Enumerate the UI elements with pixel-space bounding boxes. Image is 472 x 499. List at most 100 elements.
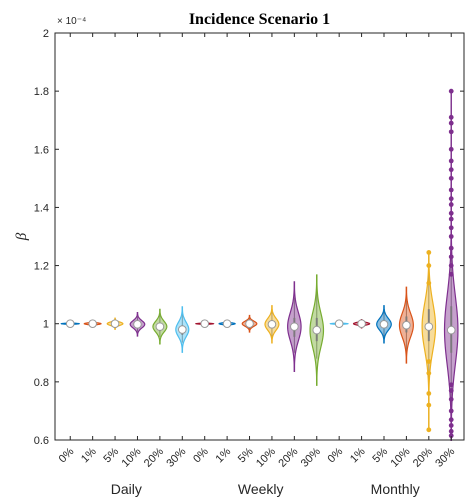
outlier-point <box>426 263 432 268</box>
y-tick-label: 0.8 <box>34 377 49 389</box>
group-label: Daily <box>111 481 142 497</box>
violin-median <box>65 319 75 329</box>
violin-median <box>402 320 411 330</box>
outlier-point <box>448 388 454 393</box>
violin-median <box>424 322 434 331</box>
violin-median <box>110 319 120 329</box>
outlier-point <box>448 146 454 152</box>
outlier-point <box>426 427 432 433</box>
outlier-point <box>448 428 454 434</box>
violin-median <box>334 319 344 329</box>
outlier-point <box>448 88 454 94</box>
violin-median <box>357 319 366 329</box>
violin <box>309 274 325 386</box>
x-tick-label: 0% <box>57 445 77 465</box>
outlier-point <box>448 225 454 231</box>
x-tick-label: 30% <box>164 445 188 469</box>
outlier-point <box>426 370 432 376</box>
y-tick-label: 1.6 <box>34 144 49 156</box>
violin-median <box>290 322 299 331</box>
violin <box>287 281 302 373</box>
violin <box>264 305 280 344</box>
violin <box>218 319 236 329</box>
outlier-point <box>448 196 454 202</box>
violin <box>398 286 414 364</box>
violins-layer <box>60 88 459 441</box>
outlier-point <box>448 129 454 135</box>
violin <box>129 311 146 337</box>
y-tick-label: 1.4 <box>34 202 49 214</box>
outlier-point <box>426 280 432 286</box>
outlier-point <box>448 202 454 207</box>
x-tick-label: 10% <box>388 445 412 469</box>
outlier-point <box>448 423 454 428</box>
outlier-point <box>448 417 454 423</box>
violin-median <box>155 322 165 331</box>
y-axis-label: β <box>14 232 30 241</box>
chart-title: Incidence Scenario 1 <box>189 11 330 28</box>
violin <box>83 319 102 329</box>
x-tick-label: 20% <box>411 445 435 469</box>
y-tick-label: 0.6 <box>34 435 49 447</box>
outlier-point <box>448 114 454 120</box>
x-tick-label: 30% <box>433 445 457 469</box>
violin <box>376 305 392 344</box>
violin-median <box>379 319 389 329</box>
outlier-point <box>448 210 454 216</box>
y-tick-label: 1.2 <box>34 261 49 273</box>
violin-median <box>200 319 210 329</box>
outlier-point <box>426 359 432 364</box>
outlier-point <box>448 433 454 439</box>
group-label: Weekly <box>238 481 284 497</box>
x-tick-label: 1% <box>348 445 368 465</box>
violin-median <box>312 325 322 335</box>
violin-median <box>446 325 456 335</box>
violin-median <box>267 319 277 329</box>
outlier-point <box>426 250 432 255</box>
outlier-point <box>448 234 454 239</box>
y-tick-label: 1 <box>43 319 49 331</box>
violin-median <box>245 319 254 329</box>
x-tick-label: 5% <box>236 445 256 465</box>
outlier-point <box>448 175 454 181</box>
outlier-point <box>448 187 454 193</box>
violin <box>241 314 258 333</box>
outlier-point <box>448 408 454 414</box>
outlier-point <box>448 158 454 164</box>
violin-median <box>222 319 232 329</box>
outlier-point <box>448 245 454 251</box>
plot-frame <box>54 32 465 441</box>
outlier-point <box>448 254 454 260</box>
violin <box>152 308 168 345</box>
outlier-point <box>448 120 454 126</box>
x-tick-label: 0% <box>191 445 211 465</box>
y-axis-exponent: × 10⁻⁴ <box>57 16 86 27</box>
x-axis-groups: Daily Weekly Monthly <box>111 481 420 497</box>
x-tick-label: 20% <box>276 445 300 469</box>
y-tick-label: 1.8 <box>34 86 49 98</box>
group-label: Monthly <box>371 481 420 497</box>
violin <box>329 319 349 329</box>
x-tick-label: 10% <box>120 445 144 469</box>
y-axis-ticks: 0.6 0.8 1 1.2 1.4 1.6 1.8 2 <box>34 28 464 447</box>
outlier-point <box>426 391 432 396</box>
violin-median <box>133 319 142 329</box>
violin <box>175 306 190 353</box>
outlier-point <box>448 396 454 402</box>
x-tick-label: 1% <box>79 445 99 465</box>
violin <box>106 317 124 330</box>
x-tick-label: 1% <box>214 445 234 465</box>
outlier-point <box>448 382 454 388</box>
outlier-point <box>448 263 454 268</box>
x-tick-label: 20% <box>142 445 166 469</box>
x-tick-label: 10% <box>254 445 278 469</box>
outlier-point <box>448 167 454 173</box>
x-axis-ticks: 0% 1% 5%10%20%30% 0% 1% 5%10%20%30% 0% 1% 5%10%2… <box>57 33 457 470</box>
outlier-point <box>426 402 432 408</box>
violin <box>60 319 81 329</box>
y-tick-label: 2 <box>43 28 49 40</box>
violin <box>352 318 371 329</box>
x-tick-label: 0% <box>326 445 346 465</box>
x-tick-label: 5% <box>101 445 121 465</box>
